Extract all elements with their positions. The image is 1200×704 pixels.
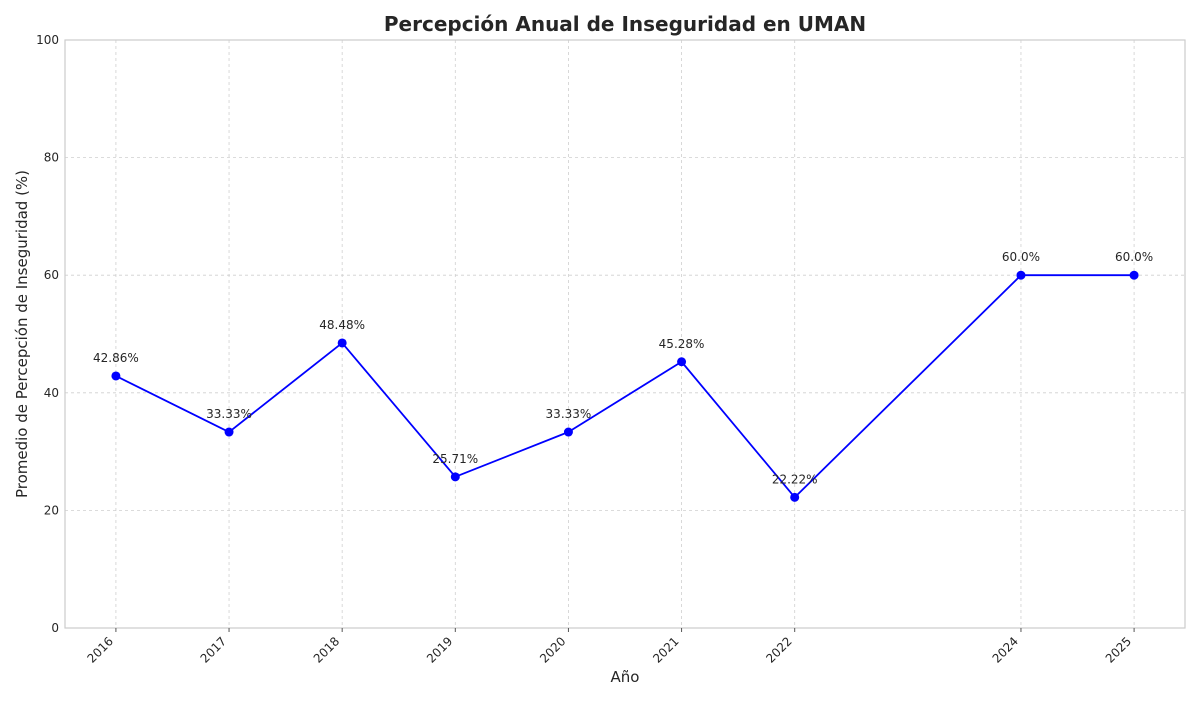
data-label: 60.0% bbox=[1115, 250, 1153, 264]
series-layer bbox=[111, 270, 1139, 502]
y-tick-label: 100 bbox=[36, 33, 59, 47]
tick-layer: 0 20 40 60 80 100 2016 2017 2018 2019 2020 2021 2022… bbox=[36, 33, 1135, 666]
x-tick-label: 2017 bbox=[198, 634, 229, 665]
data-point bbox=[1129, 270, 1139, 280]
x-tick-label: 2016 bbox=[85, 634, 116, 665]
data-label: 42.86% bbox=[93, 351, 139, 365]
y-tick-label: 0 bbox=[51, 621, 59, 635]
data-point bbox=[224, 427, 234, 437]
data-label: 60.0% bbox=[1002, 250, 1040, 264]
data-point bbox=[111, 371, 121, 381]
y-axis-label: Promedio de Percepción de Inseguridad (%… bbox=[13, 170, 31, 498]
x-tick-label: 2024 bbox=[990, 634, 1021, 665]
series-line bbox=[115, 274, 1135, 499]
data-label: 33.33% bbox=[206, 407, 252, 421]
data-point bbox=[677, 357, 687, 367]
data-label: 45.28% bbox=[659, 337, 705, 351]
data-label: 25.71% bbox=[432, 452, 478, 466]
y-tick-label: 60 bbox=[44, 268, 59, 282]
data-label-layer: 42.86% 33.33% 48.48% 25.71% 33.33% 45.28% 22.2… bbox=[93, 250, 1153, 486]
x-tick-label: 2025 bbox=[1103, 634, 1134, 665]
data-point bbox=[563, 427, 573, 437]
x-tick-label: 2022 bbox=[763, 634, 794, 665]
x-tick-label: 2019 bbox=[424, 634, 455, 665]
data-point bbox=[450, 472, 460, 482]
y-tick-label: 40 bbox=[44, 386, 59, 400]
data-label: 22.22% bbox=[772, 472, 818, 486]
data-label: 33.33% bbox=[546, 407, 592, 421]
y-tick-label: 80 bbox=[44, 151, 59, 165]
data-point bbox=[1016, 270, 1026, 280]
data-point bbox=[337, 338, 347, 348]
x-tick-label: 2020 bbox=[537, 634, 568, 665]
grid-layer bbox=[65, 39, 1185, 629]
x-axis-label: Año bbox=[611, 668, 640, 686]
data-label: 48.48% bbox=[319, 318, 365, 332]
data-point bbox=[790, 492, 800, 502]
x-tick-label: 2018 bbox=[311, 634, 342, 665]
chart-title: Percepción Anual de Inseguridad en UMAN bbox=[384, 12, 866, 36]
plot-frame bbox=[64, 39, 1186, 629]
y-tick-label: 20 bbox=[44, 503, 59, 517]
x-tick-label: 2021 bbox=[650, 634, 681, 665]
